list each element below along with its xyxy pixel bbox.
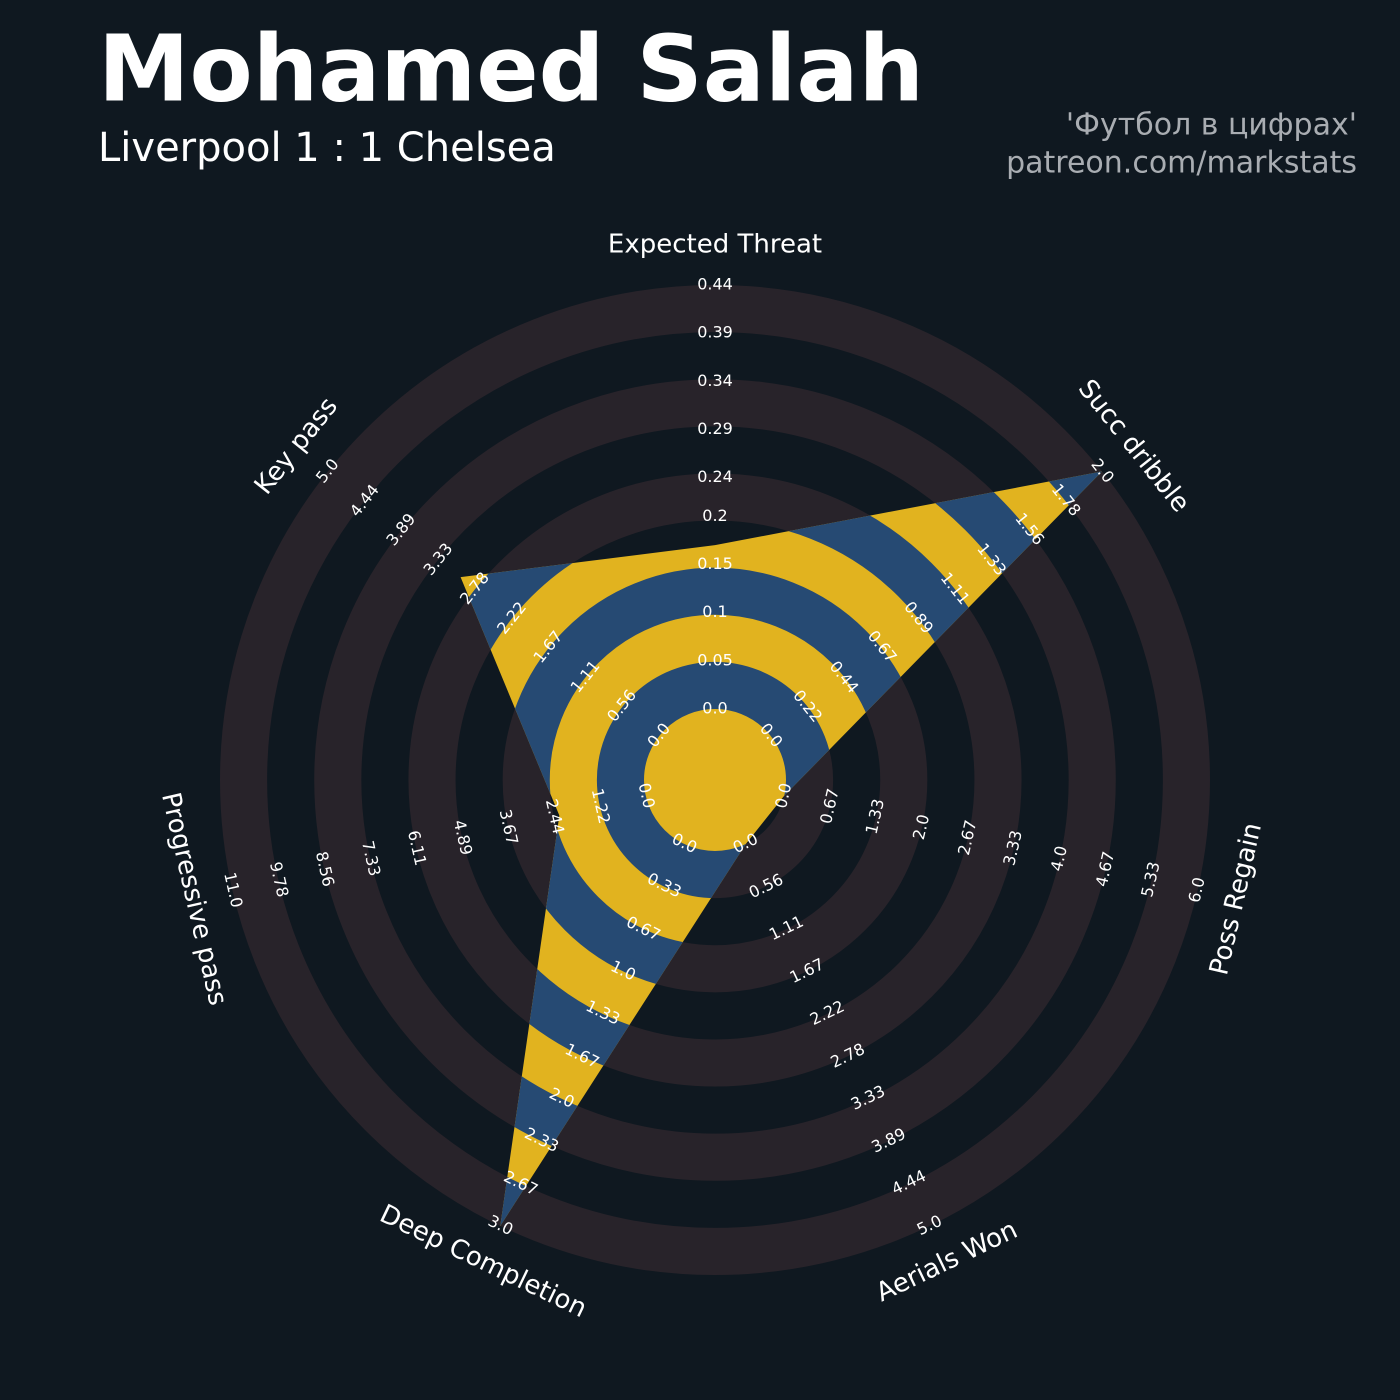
tick-label: 0.44 (697, 275, 733, 294)
param-label: Expected Threat (608, 230, 822, 260)
tick-label: 0.05 (697, 650, 733, 669)
tick-label: 0.24 (697, 467, 733, 486)
background-ring (408, 473, 1022, 1087)
background-ring (219, 284, 1211, 1276)
credit: patreon.com/markstats (1006, 146, 1357, 181)
chart-subtitle: Liverpool 1 : 1 Chelsea (98, 125, 556, 171)
tick-label: 0.29 (697, 419, 733, 438)
tick-label: 0.2 (702, 506, 727, 525)
tick-label: 0.39 (697, 323, 733, 342)
background-ring (314, 379, 1116, 1181)
tick-label: 0.0 (702, 699, 727, 718)
chart-title: Mohamed Salah (98, 15, 924, 122)
tick-label: 0.15 (697, 554, 733, 573)
credit: 'Футбол в цифрах' (1066, 108, 1357, 143)
tick-label: 0.1 (702, 602, 727, 621)
tick-label: 0.34 (697, 371, 733, 390)
